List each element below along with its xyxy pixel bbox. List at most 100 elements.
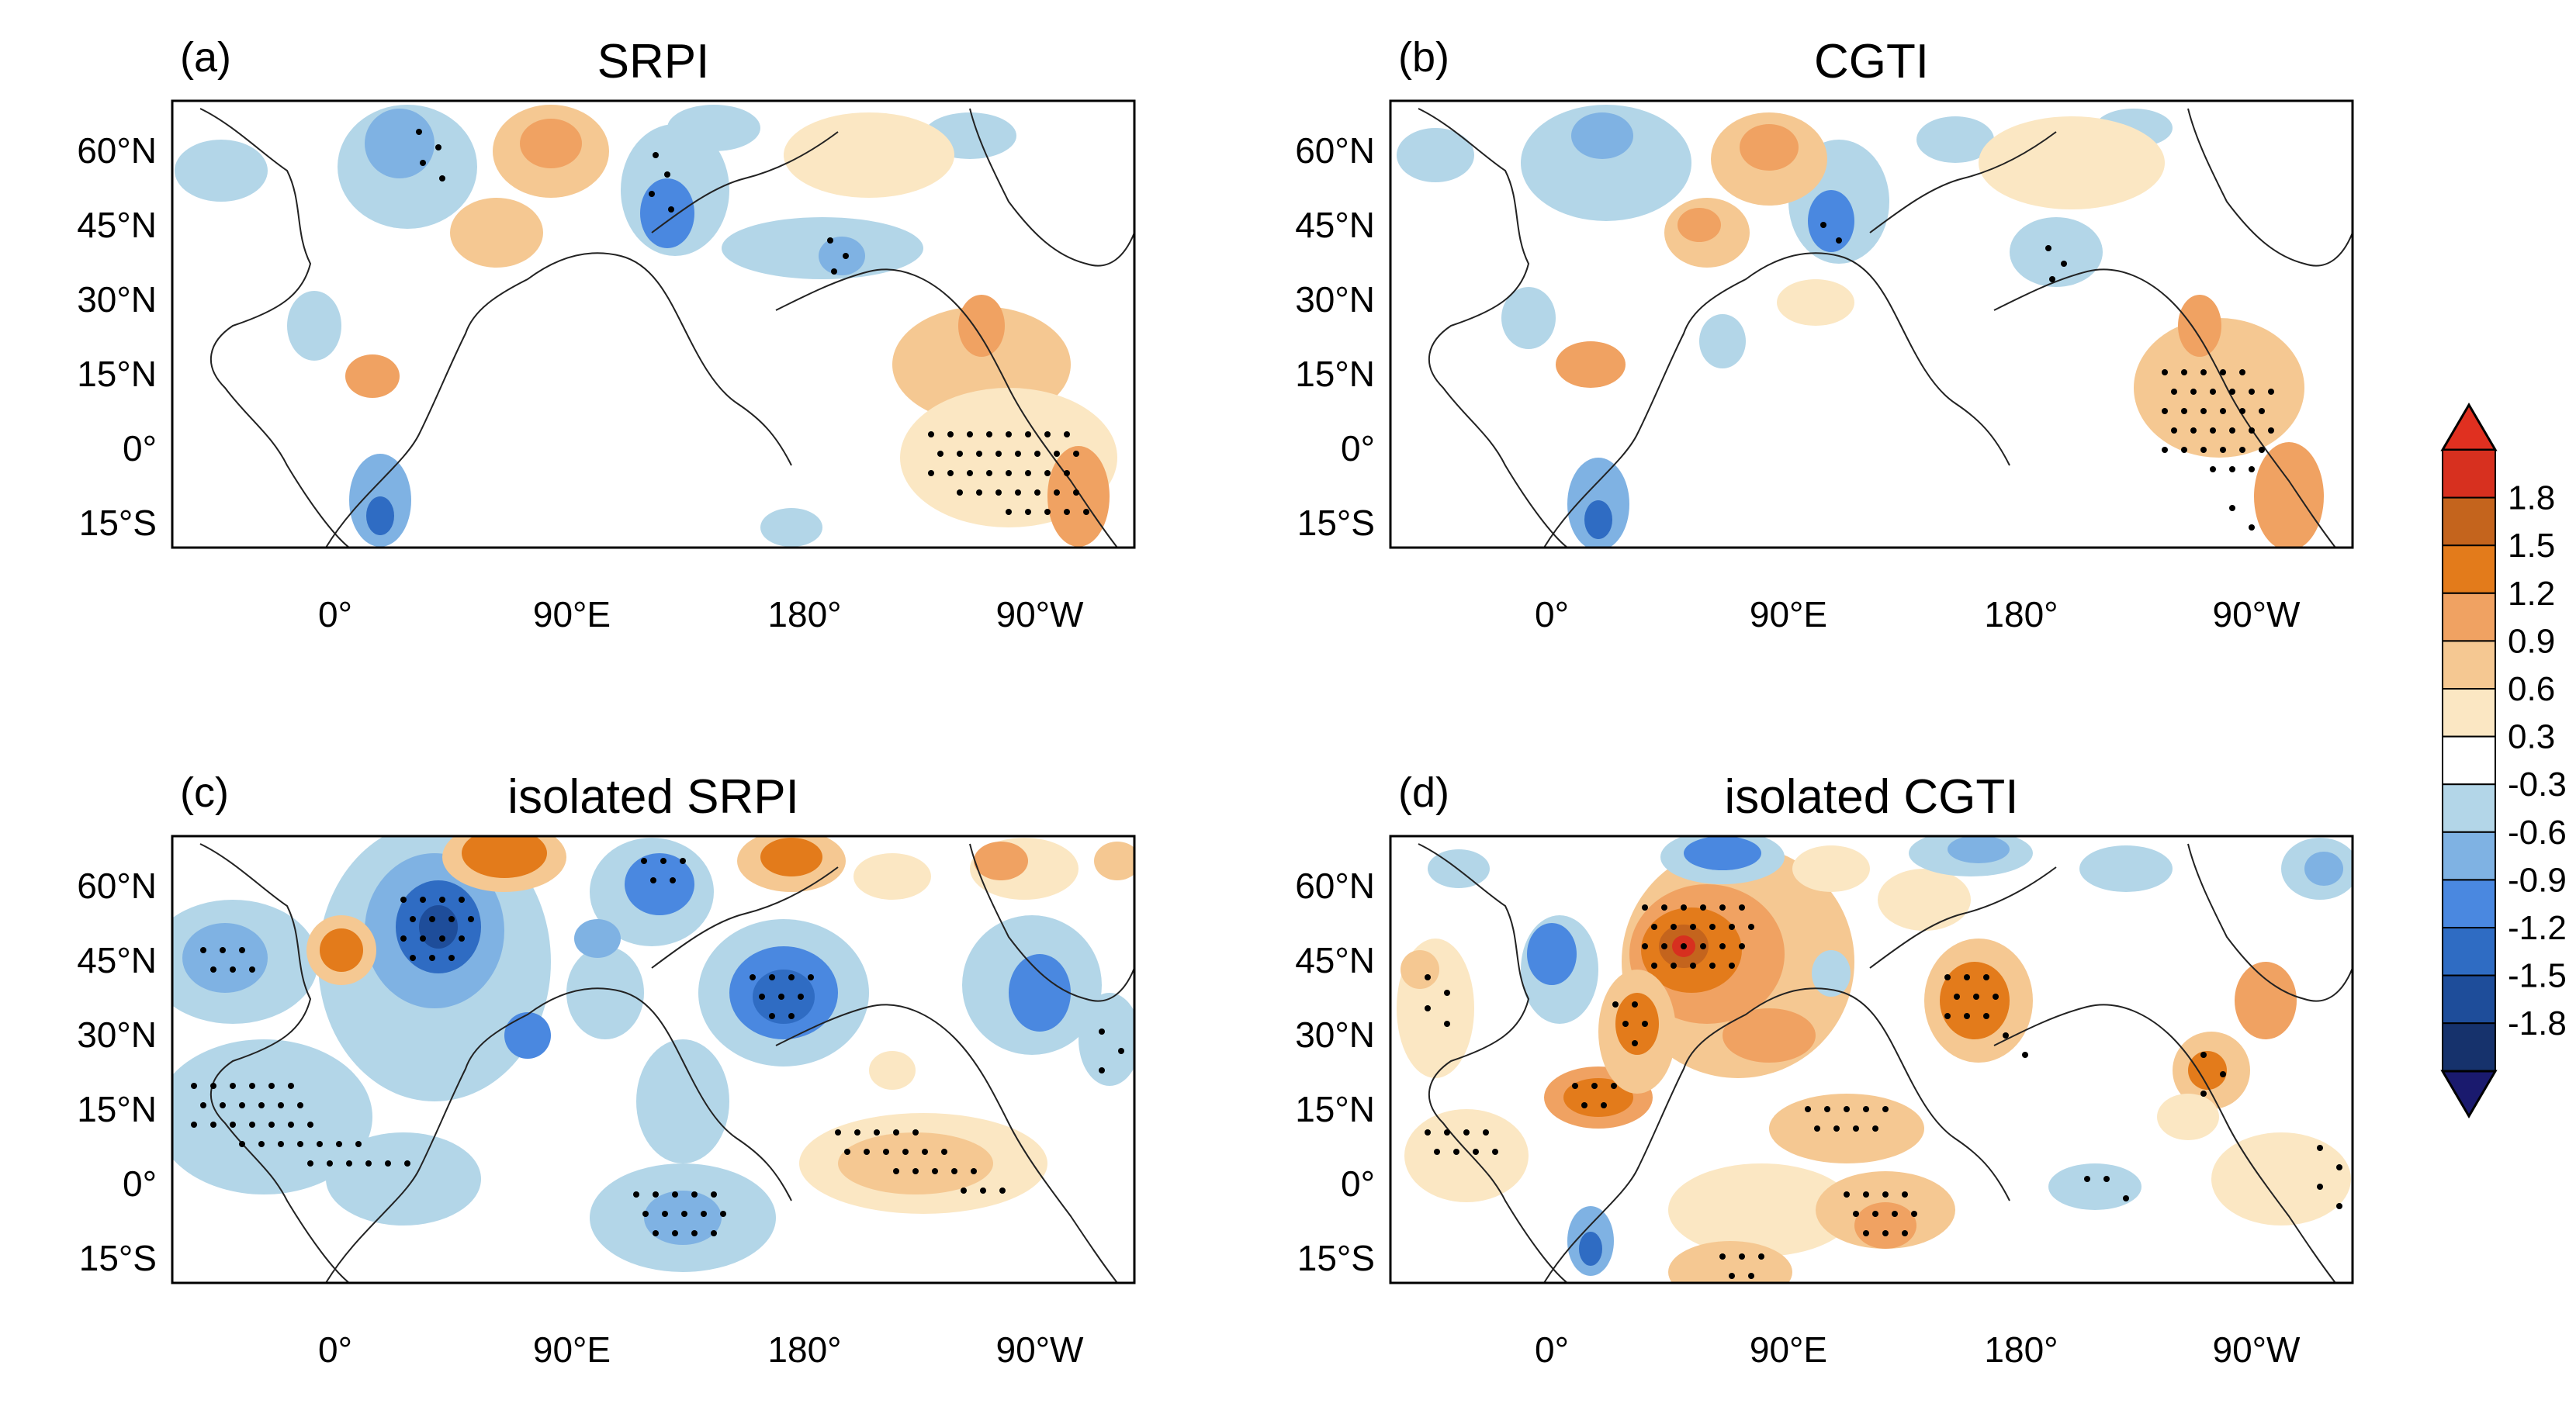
significance-stipple [1820, 222, 2274, 531]
anomaly-blob [182, 923, 268, 993]
lat-axis: 60°N 45°N 30°N 15°N 0° 15°S [77, 866, 157, 1278]
anomaly-blob [1404, 1109, 1529, 1202]
lat-tick-label: 15°S [1297, 1238, 1375, 1278]
anomaly-blob [1940, 962, 2010, 1039]
anomaly-blob [175, 140, 268, 202]
anomaly-blob [2304, 852, 2343, 886]
colorbar-cell [2442, 974, 2496, 1025]
anomaly-blob [1521, 105, 1691, 221]
anomaly-blob [1769, 1094, 1924, 1163]
colorbar-bottom-arrow [2440, 1070, 2498, 1118]
anomaly-blob [1684, 836, 1761, 870]
lat-tick-label: 15°N [1295, 354, 1375, 394]
lat-tick-label: 15°S [79, 1238, 157, 1278]
panel-letter: (a) [180, 34, 231, 81]
lon-axis: 0° 90°E 180° 90°W [318, 1329, 1084, 1370]
anomaly-blob [2178, 295, 2221, 357]
anomaly-blob [625, 853, 694, 915]
anomaly-blob [636, 1039, 729, 1163]
colorbar-label: -1.2 [2508, 909, 2567, 947]
anomaly-blob [784, 112, 954, 198]
map-field [172, 101, 1134, 548]
colorbar-label: -0.6 [2508, 814, 2567, 852]
anomaly-blob [2235, 962, 2297, 1039]
lat-tick-label: 0° [1341, 428, 1375, 468]
colorbar-cell [2442, 688, 2496, 738]
panel-letter: (d) [1398, 769, 1449, 816]
lat-tick-label: 60°N [1295, 866, 1375, 906]
colorbar-label: 1.8 [2508, 479, 2555, 517]
lon-tick-label: 0° [318, 594, 352, 634]
lon-tick-label: 180° [767, 1329, 841, 1370]
anomaly-blob [1878, 869, 1971, 931]
colorbar-label: -0.3 [2508, 766, 2567, 804]
colorbar-cell [2442, 592, 2496, 642]
coastline [199, 843, 1134, 1283]
anomaly-blob [2188, 1051, 2227, 1090]
colorbar-cell [2442, 831, 2496, 881]
panel-letter: (c) [180, 769, 229, 816]
anomaly-blob [365, 109, 435, 178]
anomaly-blob [838, 1132, 993, 1194]
lat-tick-label: 0° [1341, 1163, 1375, 1204]
coastline [1418, 843, 2353, 1283]
anomaly-blob [1584, 500, 1612, 539]
lat-tick-label: 0° [123, 1163, 157, 1204]
panel-title: isolated CGTI [1724, 770, 2018, 824]
lat-tick-label: 15°S [79, 503, 157, 543]
anomaly-blob [1556, 341, 1626, 388]
lat-tick-label: 30°N [1295, 1015, 1375, 1055]
anomaly-blob [1079, 993, 1134, 1086]
anomaly-blob [640, 178, 694, 248]
colorbar-top-arrow [2440, 403, 2498, 451]
lat-tick-label: 30°N [77, 279, 157, 320]
anomaly-blob [1792, 845, 1870, 892]
colorbar-cell [2442, 544, 2496, 594]
colorbar-label: -1.8 [2508, 1004, 2567, 1042]
lat-tick-label: 45°N [77, 205, 157, 245]
anomaly-blob [2134, 318, 2304, 458]
colorbar-cell [2442, 496, 2496, 547]
anomaly-blob [419, 905, 458, 949]
anomaly-blob [1615, 993, 1659, 1055]
anomaly-blob [853, 853, 931, 900]
lon-tick-label: 0° [1535, 594, 1569, 634]
lat-tick-label: 15°N [77, 354, 157, 394]
lon-tick-label: 90°W [996, 594, 1085, 634]
colorbar-label: 0.9 [2508, 622, 2555, 660]
anomaly-blob [1397, 128, 1474, 182]
anomaly-blob [366, 496, 394, 535]
coastline [1418, 108, 2353, 548]
anomaly-blob [760, 508, 822, 547]
significance-stipple [1425, 904, 2342, 1279]
lat-tick-label: 60°N [77, 866, 157, 906]
colorbar-cells [2442, 449, 2496, 1072]
anomaly-blob [1740, 124, 1799, 171]
anomaly-blob [2157, 1094, 2219, 1140]
significance-stipple [191, 858, 1124, 1236]
colorbar-label: 1.5 [2508, 527, 2555, 565]
significance-stipple [416, 129, 1089, 515]
anomaly-blob [974, 842, 1028, 880]
anomaly-blob [1571, 112, 1633, 159]
map-field [172, 836, 1134, 1283]
lat-tick-label: 30°N [1295, 279, 1375, 320]
panel-title: CGTI [1814, 35, 1929, 88]
anomaly-blob [1777, 279, 1854, 326]
colorbar-cell [2442, 879, 2496, 929]
anomaly-blob [1579, 1232, 1602, 1266]
lon-tick-label: 90°E [1750, 1329, 1827, 1370]
anomaly-blob [958, 295, 1005, 357]
anomaly-blob [1501, 287, 1556, 349]
lon-tick-label: 180° [767, 594, 841, 634]
anomaly-blob [172, 1039, 372, 1194]
map-frame [1389, 835, 2354, 1284]
lat-tick-label: 0° [123, 428, 157, 468]
colorbar-cell [2442, 449, 2496, 499]
anomaly-blob [1916, 116, 1994, 163]
map-field [1390, 836, 2353, 1283]
colorbar-cell [2442, 1022, 2496, 1072]
lat-tick-label: 45°N [1295, 205, 1375, 245]
anomaly-blob [1668, 1241, 1792, 1283]
colorbar-labels: 1.8 1.5 1.2 0.9 0.6 0.3 -0.3 -0.6 -0.9 -1.2 -1.5 -1… [2508, 479, 2567, 1043]
